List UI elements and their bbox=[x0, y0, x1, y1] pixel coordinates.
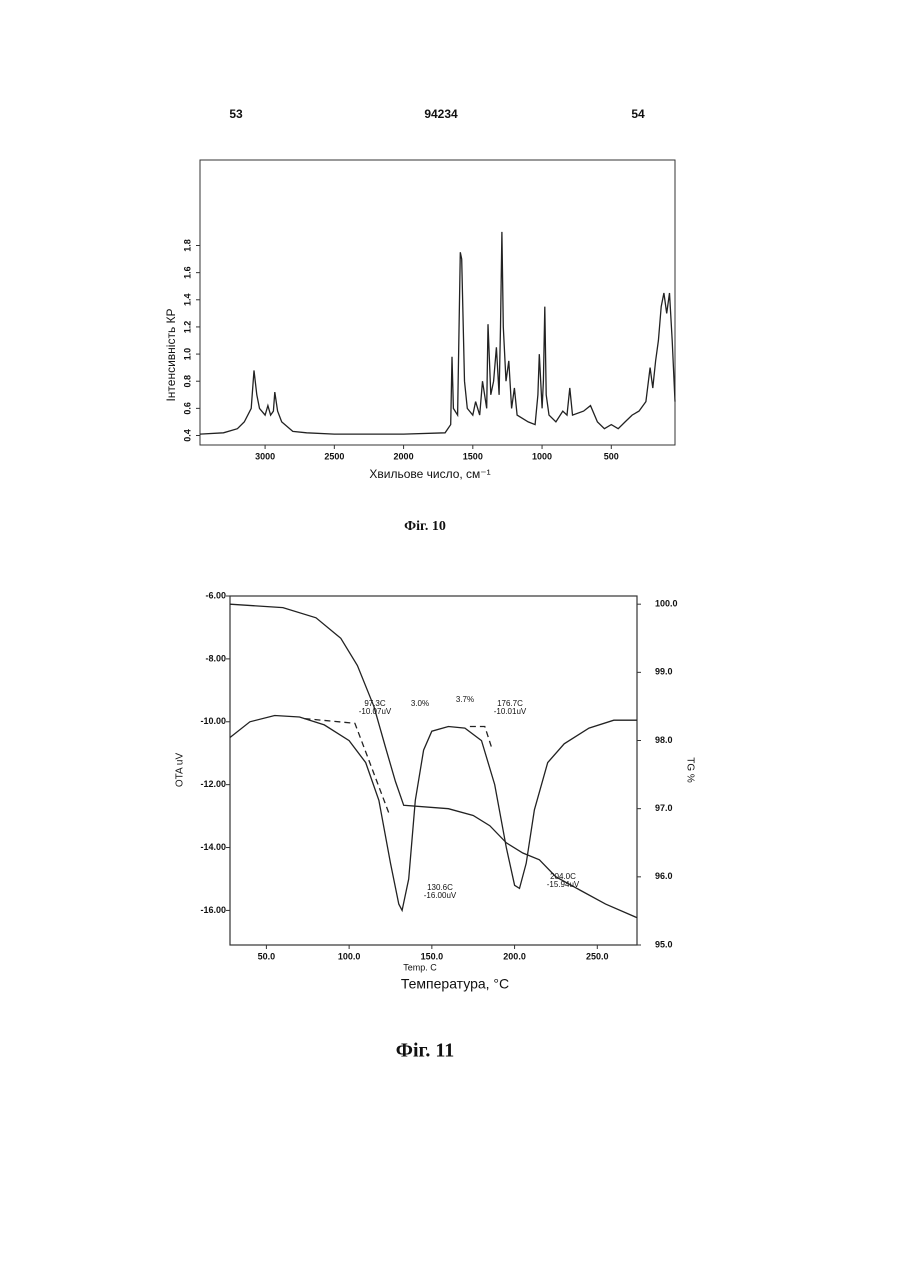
y2-axis-label: TG % bbox=[684, 757, 695, 783]
y-axis-label: OTA uV bbox=[175, 753, 186, 788]
y-tick-label: 1.6 bbox=[182, 266, 192, 279]
y-tick-label: 1.0 bbox=[182, 348, 192, 361]
y-axis-label: Інтенсивність КР bbox=[164, 308, 178, 401]
x-tick-label: 100.0 bbox=[338, 951, 361, 961]
annotation: -10.01uV bbox=[494, 707, 527, 716]
y-tick-label: -8.00 bbox=[205, 653, 226, 663]
page-number-left: 53 bbox=[229, 107, 243, 121]
y-tick-label: -12.00 bbox=[200, 779, 226, 789]
y-tick-label: 1.2 bbox=[182, 321, 192, 334]
x-axis-label: Temp. C bbox=[403, 962, 437, 972]
y-tick-label: -16.00 bbox=[200, 905, 226, 915]
figure-caption: Фіг. 11 bbox=[396, 1040, 454, 1062]
x-tick-label: 50.0 bbox=[258, 951, 276, 961]
page: 53 94234 54 Фіг. 10 3000 2500 2000 1500 1000 5… bbox=[0, 0, 901, 1273]
y2-tick-label: 98.0 bbox=[655, 735, 673, 745]
annotation: -16.00uV bbox=[424, 891, 457, 900]
x-axis-label: Хвильове число, см⁻¹ bbox=[369, 467, 490, 481]
x-tick-label: 1000 bbox=[532, 451, 552, 461]
page-number-right: 54 bbox=[631, 107, 645, 121]
y-tick-label: 0.6 bbox=[182, 402, 192, 415]
data-line bbox=[305, 719, 492, 817]
y2-tick-label: 97.0 bbox=[655, 803, 673, 813]
y-tick-label: 0.8 bbox=[182, 375, 192, 388]
y-tick-label: 1.8 bbox=[182, 239, 192, 252]
x-tick-label: 2500 bbox=[324, 451, 344, 461]
x-axis-label-translation: Температура, °C bbox=[401, 976, 509, 992]
y-tick-label: -14.00 bbox=[200, 842, 226, 852]
x-tick-label: 200.0 bbox=[503, 951, 526, 961]
annotation: 3.7% bbox=[456, 695, 474, 704]
y2-tick-label: 99.0 bbox=[655, 667, 673, 677]
x-tick-label: 1500 bbox=[463, 451, 483, 461]
y-tick-label: -6.00 bbox=[205, 590, 226, 600]
y-tick-label: 0.4 bbox=[182, 429, 192, 442]
y2-tick-label: 100.0 bbox=[655, 599, 678, 609]
annotation: -10.07uV bbox=[359, 707, 392, 716]
x-tick-label: 2000 bbox=[394, 451, 414, 461]
plot-frame bbox=[200, 160, 675, 445]
data-line bbox=[200, 232, 675, 434]
annotation: 3.0% bbox=[411, 699, 429, 708]
y2-tick-label: 95.0 bbox=[655, 939, 673, 949]
patent-number: 94234 bbox=[424, 107, 458, 121]
data-line bbox=[230, 604, 637, 918]
y-tick-label: -10.00 bbox=[200, 716, 226, 726]
x-tick-label: 3000 bbox=[255, 451, 275, 461]
y-tick-label: 1.4 bbox=[182, 294, 192, 307]
annotation: -15.94uV bbox=[547, 880, 580, 889]
y2-tick-label: 96.0 bbox=[655, 871, 673, 881]
x-tick-label: 150.0 bbox=[421, 951, 444, 961]
figure-caption: Фіг. 10 bbox=[404, 519, 446, 534]
x-tick-label: 250.0 bbox=[586, 951, 609, 961]
x-tick-label: 500 bbox=[604, 451, 619, 461]
